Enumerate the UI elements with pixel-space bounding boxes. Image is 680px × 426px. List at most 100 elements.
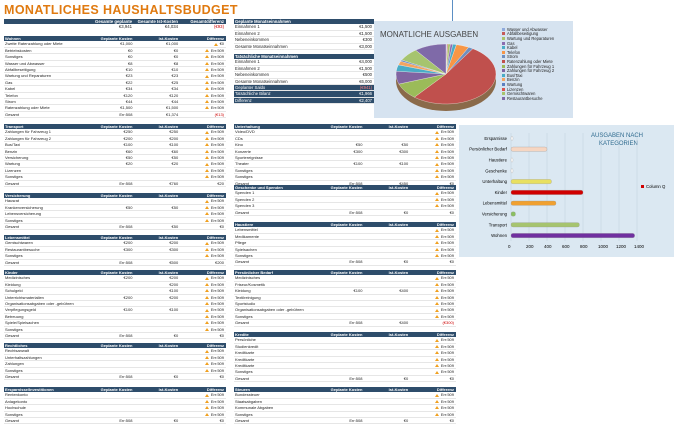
cell[interactable]: €200 xyxy=(123,275,133,281)
cell[interactable]: Err:509 xyxy=(180,301,226,306)
cell[interactable]: Err:509 xyxy=(180,282,226,287)
cell[interactable]: Err:509 xyxy=(180,136,226,141)
cell[interactable] xyxy=(89,412,135,417)
cell[interactable] xyxy=(134,405,180,410)
cell[interactable] xyxy=(319,275,365,280)
cell[interactable]: €100 xyxy=(399,161,409,167)
cell[interactable] xyxy=(319,136,365,141)
cell[interactable]: €0 xyxy=(180,418,226,423)
income-value[interactable]: €300 xyxy=(362,37,372,43)
cell[interactable]: Err:509 xyxy=(410,307,456,312)
cell[interactable]: Err:509 xyxy=(410,412,456,417)
cell[interactable]: Err:509 xyxy=(180,412,226,417)
cell[interactable]: Err:509 xyxy=(180,54,226,59)
cell[interactable] xyxy=(364,190,410,195)
cell[interactable]: €0 xyxy=(173,47,179,53)
cell[interactable] xyxy=(319,190,365,195)
cell[interactable]: Err:509 xyxy=(180,93,226,98)
cell[interactable]: €50 xyxy=(171,204,179,210)
cell[interactable]: €0 xyxy=(173,332,179,338)
summary-diff-value[interactable]: (€93) xyxy=(213,24,224,29)
cell[interactable]: €500 xyxy=(169,259,179,265)
cell[interactable]: Err:509 xyxy=(180,205,226,210)
cell[interactable]: Err:509 xyxy=(180,320,226,325)
cell[interactable] xyxy=(319,405,365,410)
bar[interactable] xyxy=(510,222,580,228)
cell[interactable]: €0 xyxy=(403,259,409,265)
bar[interactable] xyxy=(510,233,635,238)
cell[interactable]: Err:509 xyxy=(180,253,226,258)
cell[interactable] xyxy=(134,314,180,319)
income-value[interactable]: €3,000 xyxy=(359,43,372,49)
bar[interactable] xyxy=(510,190,584,195)
cell[interactable]: €450 xyxy=(399,180,409,186)
bar[interactable] xyxy=(510,168,514,174)
cell[interactable]: Err:509 xyxy=(180,275,226,280)
cell[interactable] xyxy=(364,350,410,355)
cell[interactable] xyxy=(364,168,410,173)
cell[interactable] xyxy=(364,412,410,417)
cell[interactable] xyxy=(364,399,410,404)
cell[interactable]: €400 xyxy=(399,288,409,294)
cell[interactable]: €200 xyxy=(169,281,179,287)
cell[interactable] xyxy=(364,247,410,252)
cell[interactable]: Err:509 xyxy=(410,253,456,258)
cell[interactable] xyxy=(319,247,365,252)
cell[interactable]: (€13) xyxy=(180,112,226,117)
cell[interactable]: Err:509 xyxy=(180,155,226,160)
cell[interactable]: Err:509 xyxy=(410,357,456,362)
cell[interactable]: Err:509 xyxy=(410,275,456,280)
cell[interactable] xyxy=(89,301,135,306)
cell[interactable]: Err:509 xyxy=(410,161,456,166)
cell[interactable]: €200 xyxy=(123,240,133,246)
cell[interactable]: Err:508 xyxy=(119,180,133,186)
cell[interactable]: €0 xyxy=(173,373,179,379)
cell[interactable]: Err:508 xyxy=(349,209,363,215)
cell[interactable] xyxy=(364,295,410,300)
cell[interactable]: €0 xyxy=(403,209,409,215)
cell[interactable]: Err:509 xyxy=(180,399,226,404)
cell[interactable]: €0 xyxy=(410,418,456,423)
cell[interactable]: €50 xyxy=(125,154,133,160)
cell[interactable] xyxy=(134,301,180,306)
cell[interactable]: Err:509 xyxy=(410,369,456,374)
cell[interactable]: €1,500 xyxy=(166,105,179,111)
cell[interactable]: Err:509 xyxy=(410,399,456,404)
cell[interactable]: €0 xyxy=(403,375,409,381)
cell[interactable] xyxy=(134,198,180,203)
cell[interactable]: €100 xyxy=(123,142,133,148)
cell[interactable] xyxy=(134,253,180,258)
cell[interactable]: Err:509 xyxy=(180,405,226,410)
cell[interactable] xyxy=(89,327,135,332)
cell[interactable]: Err:508 xyxy=(119,223,133,229)
cell[interactable]: Err:509 xyxy=(410,240,456,245)
cell[interactable] xyxy=(89,198,135,203)
cell[interactable]: €25 xyxy=(171,79,179,85)
cell[interactable] xyxy=(319,399,365,404)
cell[interactable]: €200 xyxy=(169,275,179,281)
cell[interactable] xyxy=(364,369,410,374)
cell[interactable]: €0 xyxy=(410,210,456,215)
cell[interactable] xyxy=(89,361,135,366)
cell[interactable] xyxy=(364,253,410,258)
cell[interactable]: Err:509 xyxy=(410,149,456,154)
cell[interactable]: €100 xyxy=(123,307,133,313)
cell[interactable] xyxy=(89,368,135,373)
cell[interactable] xyxy=(319,392,365,397)
cell[interactable]: Err:509 xyxy=(410,227,456,232)
cell[interactable] xyxy=(134,355,180,360)
cell[interactable] xyxy=(134,218,180,223)
cell[interactable]: Err:508 xyxy=(349,375,363,381)
cell[interactable] xyxy=(364,405,410,410)
cell[interactable]: Err:509 xyxy=(410,344,456,349)
cell[interactable] xyxy=(319,227,365,232)
cell[interactable] xyxy=(364,282,410,287)
cell[interactable]: Err:509 xyxy=(180,142,226,147)
cell[interactable]: Err:509 xyxy=(410,350,456,355)
cell[interactable] xyxy=(134,211,180,216)
cell[interactable]: Err:508 xyxy=(349,417,363,423)
cell[interactable]: €20 xyxy=(125,161,133,167)
income-value[interactable]: €1,966 xyxy=(359,91,372,97)
cell[interactable] xyxy=(319,155,365,160)
cell[interactable] xyxy=(134,348,180,353)
